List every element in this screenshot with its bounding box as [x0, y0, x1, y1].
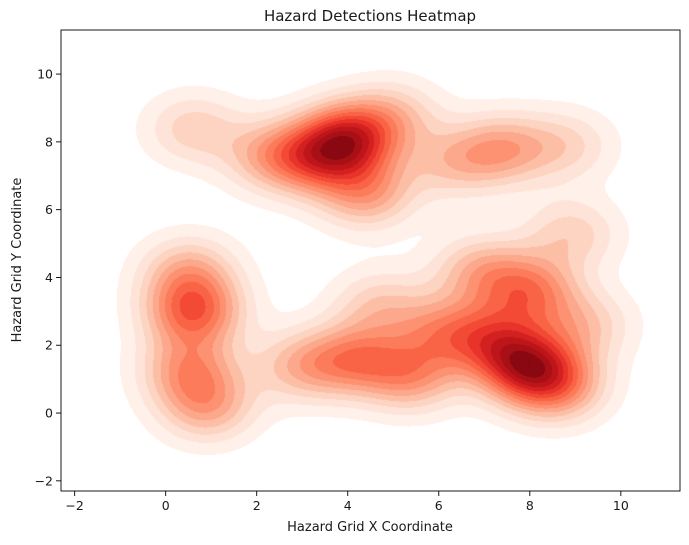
- y-axis-label: Hazard Grid Y Coordinate: [10, 178, 25, 343]
- x-axis-label: Hazard Grid X Coordinate: [287, 520, 453, 535]
- x-tick-label: −2: [65, 498, 83, 513]
- density-surface: [111, 67, 644, 457]
- x-tick-label: 4: [344, 498, 352, 513]
- y-tick-label: 4: [45, 270, 53, 285]
- chart-title: Hazard Detections Heatmap: [264, 7, 476, 25]
- x-tick-label: 2: [253, 498, 261, 513]
- y-tick-label: 2: [45, 338, 53, 353]
- y-tick-label: 10: [37, 67, 53, 82]
- plot-frame: [60, 29, 681, 492]
- x-tick-label: 10: [613, 498, 629, 513]
- y-axis: −2 0 2 4 6 8 10: [35, 67, 61, 488]
- x-axis: −2 0 2 4 6 8 10: [65, 491, 629, 513]
- y-tick-label: 8: [45, 134, 53, 149]
- density-layer: [111, 67, 644, 457]
- y-tick-label: −2: [35, 473, 53, 488]
- x-tick-label: 0: [162, 498, 170, 513]
- y-tick-label: 0: [45, 406, 53, 421]
- x-tick-label: 8: [526, 498, 534, 513]
- x-tick-label: 6: [435, 498, 443, 513]
- y-tick-label: 6: [45, 202, 53, 217]
